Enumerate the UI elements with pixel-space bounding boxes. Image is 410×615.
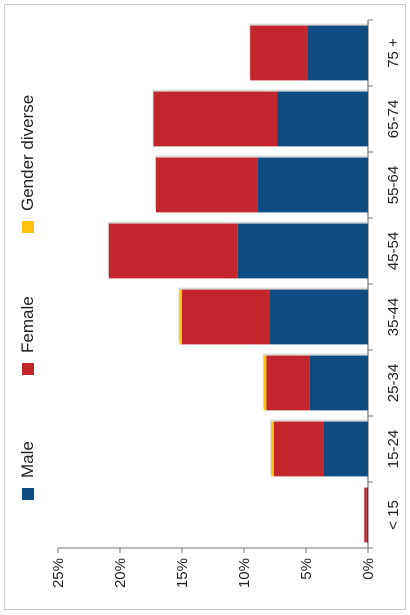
category-label-3: 35-44 bbox=[385, 298, 402, 336]
category-label-2: 25-34 bbox=[385, 364, 402, 402]
category-label-6: 65-74 bbox=[385, 100, 402, 138]
bar-male-2 bbox=[309, 355, 368, 411]
bar-female-7 bbox=[250, 25, 308, 81]
bar-male-0 bbox=[366, 487, 368, 543]
category-label-0: < 15 bbox=[385, 500, 402, 530]
legend-label-1: Female bbox=[18, 296, 37, 353]
bar-female-2 bbox=[266, 355, 310, 411]
bars bbox=[107, 23, 368, 543]
category-label-4: 45-54 bbox=[385, 232, 402, 270]
bar-male-5 bbox=[257, 157, 368, 213]
bar-female-1 bbox=[273, 421, 324, 477]
category-label-5: 55-64 bbox=[385, 166, 402, 204]
legend-label-2: Gender diverse bbox=[18, 95, 37, 211]
bar-male-1 bbox=[323, 421, 368, 477]
bar-female-6 bbox=[153, 91, 278, 147]
bar-gender-diverse-2 bbox=[263, 355, 267, 411]
value-tick-label-4: 20% bbox=[112, 558, 129, 588]
value-tick-label-5: 25% bbox=[50, 558, 67, 588]
bar-female-3 bbox=[182, 289, 271, 345]
category-label-1: 15-24 bbox=[385, 430, 402, 468]
legend-swatch-2 bbox=[22, 221, 34, 233]
value-tick-label-2: 10% bbox=[236, 558, 253, 588]
legend-swatch-0 bbox=[22, 488, 34, 500]
category-label-7: 75 + bbox=[385, 38, 402, 68]
legend-label-0: Male bbox=[18, 441, 37, 478]
bar-male-7 bbox=[307, 25, 368, 81]
bar-male-3 bbox=[270, 289, 368, 345]
tick-labels: 0% 5% 10% 15% 20% 25% < 15 15-24 25-34 35-44 45-54… bbox=[50, 38, 402, 588]
legend-swatch-1 bbox=[22, 363, 34, 375]
value-tick-label-1: 5% bbox=[298, 558, 315, 580]
value-tick-label-0: 0% bbox=[360, 558, 377, 580]
bar-gender-diverse-1 bbox=[271, 421, 274, 477]
value-tick-label-3: 15% bbox=[174, 558, 191, 588]
bar-female-4 bbox=[108, 223, 238, 279]
bar-female-5 bbox=[155, 157, 258, 213]
bar-male-4 bbox=[237, 223, 368, 279]
bar-gender-diverse-3 bbox=[179, 289, 182, 345]
legend: Male Female Gender diverse bbox=[18, 95, 37, 500]
bar-female-0 bbox=[364, 487, 367, 543]
bar-male-6 bbox=[277, 91, 368, 147]
